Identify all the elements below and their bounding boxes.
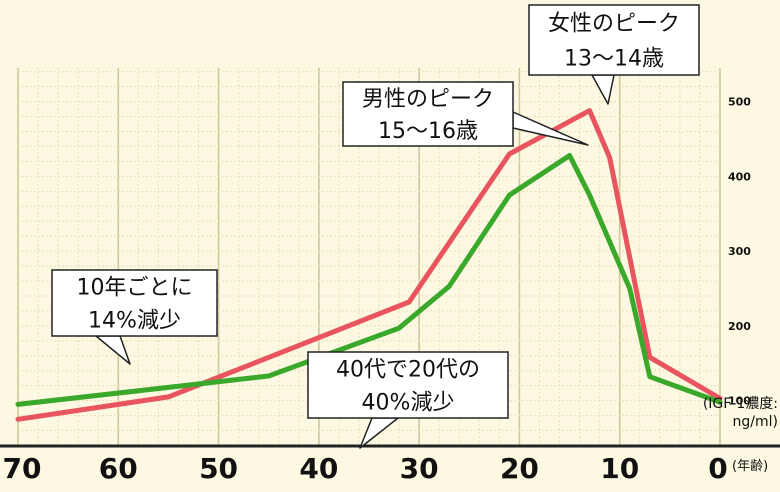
- x-tick-label: 30: [400, 452, 439, 485]
- callout-box: [528, 4, 700, 76]
- callout-female-peak: 女性のピーク 13〜14歳: [528, 4, 700, 105]
- callout-text-line: 13〜14歳: [564, 46, 664, 71]
- callout-pointer: [359, 417, 399, 449]
- callout-text-line: 10年ごとに: [77, 275, 193, 300]
- x-tick-label: 40: [299, 452, 338, 485]
- callout-box: [51, 269, 218, 337]
- y-axis-unit-label: ng/ml): [733, 414, 778, 430]
- x-tick-label: 10: [600, 452, 639, 485]
- callout-pointer: [95, 335, 131, 365]
- callout-box: [307, 351, 509, 419]
- callout-male-peak: 男性のピーク 15〜16歳: [342, 81, 589, 147]
- y-tick-label: 100: [728, 395, 751, 408]
- callout-text-line: 15〜16歳: [378, 119, 478, 144]
- y-tick-label: 200: [728, 320, 751, 333]
- y-tick-label: 400: [728, 170, 751, 183]
- y-axis-unit-label: (IGF-1濃度:: [703, 396, 778, 412]
- callout-decline-per-decade: 10年ごとに 14%減少: [51, 269, 218, 365]
- x-tick-label: 50: [199, 452, 238, 485]
- callout-text-line: 14%減少: [88, 308, 181, 333]
- callout-pointer: [591, 74, 615, 105]
- callout-forties-vs-twenties: 40代で20代の 40%減少: [307, 351, 509, 449]
- x-axis-unit-label: (年齢): [732, 459, 768, 474]
- y-tick-label: 500: [728, 96, 751, 109]
- y-axis-ticks: 100 200 300 400 500 (IGF-1濃度: ng/ml): [703, 96, 778, 430]
- x-tick-label: 70: [3, 452, 42, 485]
- callout-text-line: 40代で20代の: [336, 357, 480, 382]
- callout-text-line: 男性のピーク: [362, 87, 494, 112]
- x-axis-ticks: 70 60 50 40 30 20 10 0 (年齢): [3, 452, 769, 485]
- callout-text-line: 40%減少: [362, 390, 455, 415]
- callout-box: [342, 81, 514, 147]
- y-tick-label: 300: [728, 245, 751, 258]
- callout-text-line: 女性のピーク: [548, 11, 680, 36]
- x-tick-label: 0: [708, 452, 727, 485]
- x-tick-label: 60: [99, 452, 138, 485]
- x-tick-label: 20: [500, 452, 539, 485]
